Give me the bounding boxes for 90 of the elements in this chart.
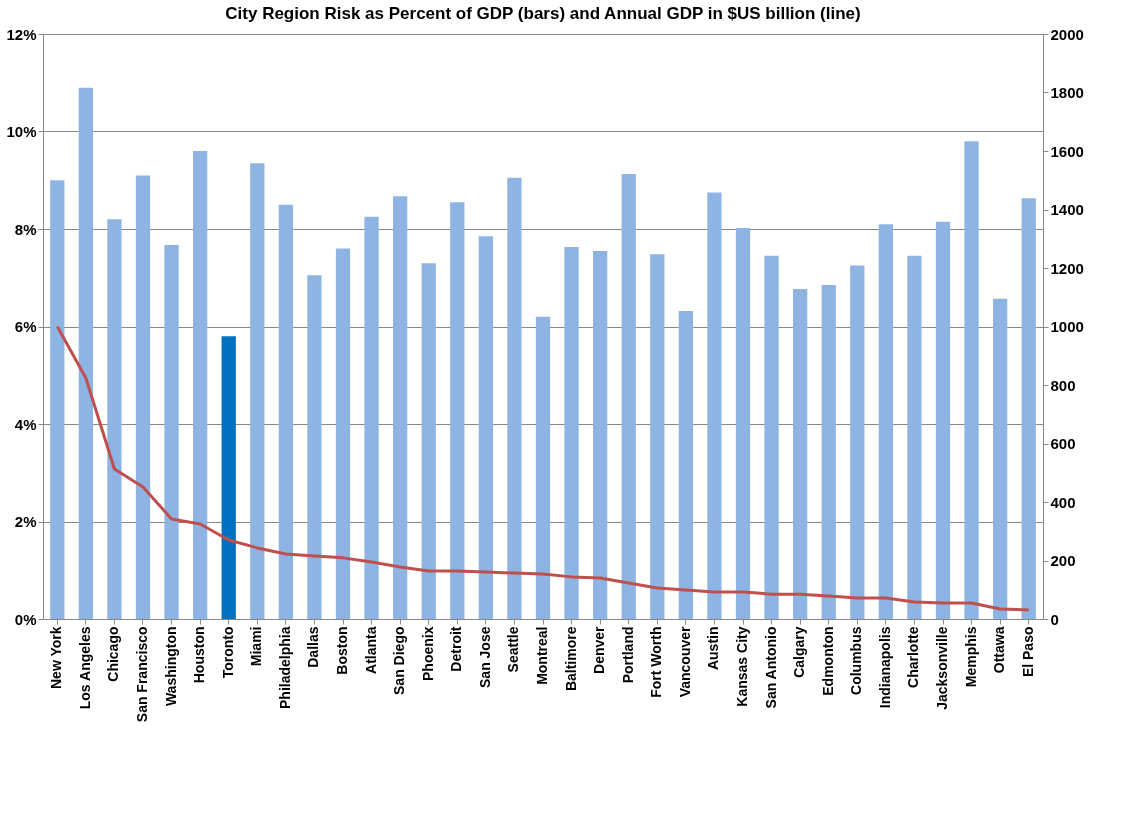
bar — [964, 141, 979, 619]
x-tick-label: Denver — [591, 625, 608, 674]
y2-tick-label: 1600 — [1050, 142, 1084, 160]
bar — [393, 196, 408, 619]
x-tick-label: San Francisco — [134, 626, 150, 723]
bar — [50, 180, 65, 619]
y2-tick-label: 600 — [1050, 435, 1076, 452]
y-tick-label: 12% — [6, 25, 37, 43]
x-tick-label: San Antonio — [762, 626, 779, 709]
x-tick-label: Boston — [334, 626, 350, 675]
x-tick-label: Jacksonville — [934, 626, 950, 710]
bar — [164, 245, 179, 619]
x-tick-label: Toronto — [219, 626, 236, 679]
bar — [907, 255, 922, 619]
bar — [193, 151, 208, 619]
y2-tick-label: 1400 — [1050, 201, 1084, 218]
bar — [78, 87, 93, 619]
x-tick-label: Washington — [162, 626, 179, 707]
bar — [421, 263, 436, 619]
bar — [278, 204, 293, 619]
bar — [307, 275, 322, 619]
bar — [793, 288, 808, 619]
bar — [621, 173, 636, 619]
bar — [221, 336, 236, 619]
x-tick-label: Vancouver — [676, 625, 693, 698]
x-tick-label: Columbus — [848, 626, 865, 695]
x-tick-label: Los Angeles — [76, 626, 93, 710]
x-tick-label: El Paso — [1019, 626, 1036, 678]
x-tick-label: Ottawa — [991, 626, 1008, 674]
y-tick-label: 2% — [14, 513, 37, 530]
y2-tick-label: 400 — [1050, 493, 1076, 511]
bar — [593, 250, 608, 619]
bar — [678, 310, 693, 619]
line-series — [55, 325, 1031, 612]
bar — [478, 236, 493, 619]
y2-tick-label: 1000 — [1050, 318, 1084, 335]
bar — [535, 316, 551, 619]
y2-tick-label: 800 — [1050, 376, 1076, 394]
x-tick-label: Memphis — [962, 626, 979, 688]
x-tick-label: Fort Worth — [648, 626, 665, 698]
y2-tick-label: 200 — [1050, 552, 1076, 569]
x-tick-label: San Jose — [476, 626, 493, 688]
bar — [707, 192, 722, 619]
x-tick-label: Indianapolis — [876, 626, 893, 709]
x-tick-label: Phoenix — [419, 626, 436, 681]
y2-tick-label: 1800 — [1050, 84, 1084, 101]
x-tick-label: Charlotte — [905, 626, 922, 688]
x-tick-label: Chicago — [105, 626, 122, 682]
x-tick-label: Montreal — [534, 626, 550, 685]
bar — [250, 163, 265, 619]
bar — [878, 224, 893, 619]
x-tick-label: Seattle — [505, 626, 522, 673]
x-tick-label: Dallas — [305, 626, 322, 668]
bar — [450, 202, 465, 619]
x-tick-label: Calgary — [791, 626, 808, 678]
x-tick-label: Detroit — [448, 626, 465, 672]
x-tick-label: Miami — [248, 626, 265, 667]
bar — [650, 254, 665, 619]
y2-tick-label: 1200 — [1050, 259, 1084, 277]
x-tick-label: Philadelphia — [276, 626, 293, 709]
chart-title: City Region Risk as Percent of GDP (bars) and Annual GDP in $US billion (line) — [225, 4, 861, 23]
bar — [564, 247, 579, 619]
bar — [735, 228, 751, 619]
bar — [764, 255, 779, 619]
bar — [507, 177, 522, 619]
x-tick-label: Austin — [705, 626, 722, 671]
bar — [935, 221, 951, 619]
bar — [993, 298, 1008, 619]
bar — [850, 265, 865, 619]
x-tick-label: Houston — [191, 626, 208, 684]
bar — [364, 216, 379, 619]
x-tick-label: Portland — [619, 626, 636, 684]
x-tick-label: Edmonton — [819, 626, 836, 696]
y-tick-label: 6% — [14, 318, 37, 335]
x-tick-label: Baltimore — [562, 626, 579, 692]
bar — [335, 248, 351, 619]
bar — [107, 219, 122, 619]
y-tick-label: 10% — [6, 123, 37, 140]
x-tick-label: Kansas City — [734, 626, 750, 707]
x-tick-label: Atlanta — [362, 626, 379, 674]
bar — [1021, 198, 1036, 619]
y-tick-label: 0% — [14, 610, 37, 628]
x-tick-label: New York — [48, 626, 65, 690]
bar — [821, 285, 836, 619]
y-tick-label: 4% — [14, 415, 37, 433]
y2-tick-label: 2000 — [1050, 25, 1084, 43]
x-tick-label: San Diego — [391, 626, 408, 695]
y2-tick-label: 0 — [1050, 610, 1059, 628]
y-tick-label: 8% — [14, 220, 37, 238]
bar — [135, 175, 151, 619]
